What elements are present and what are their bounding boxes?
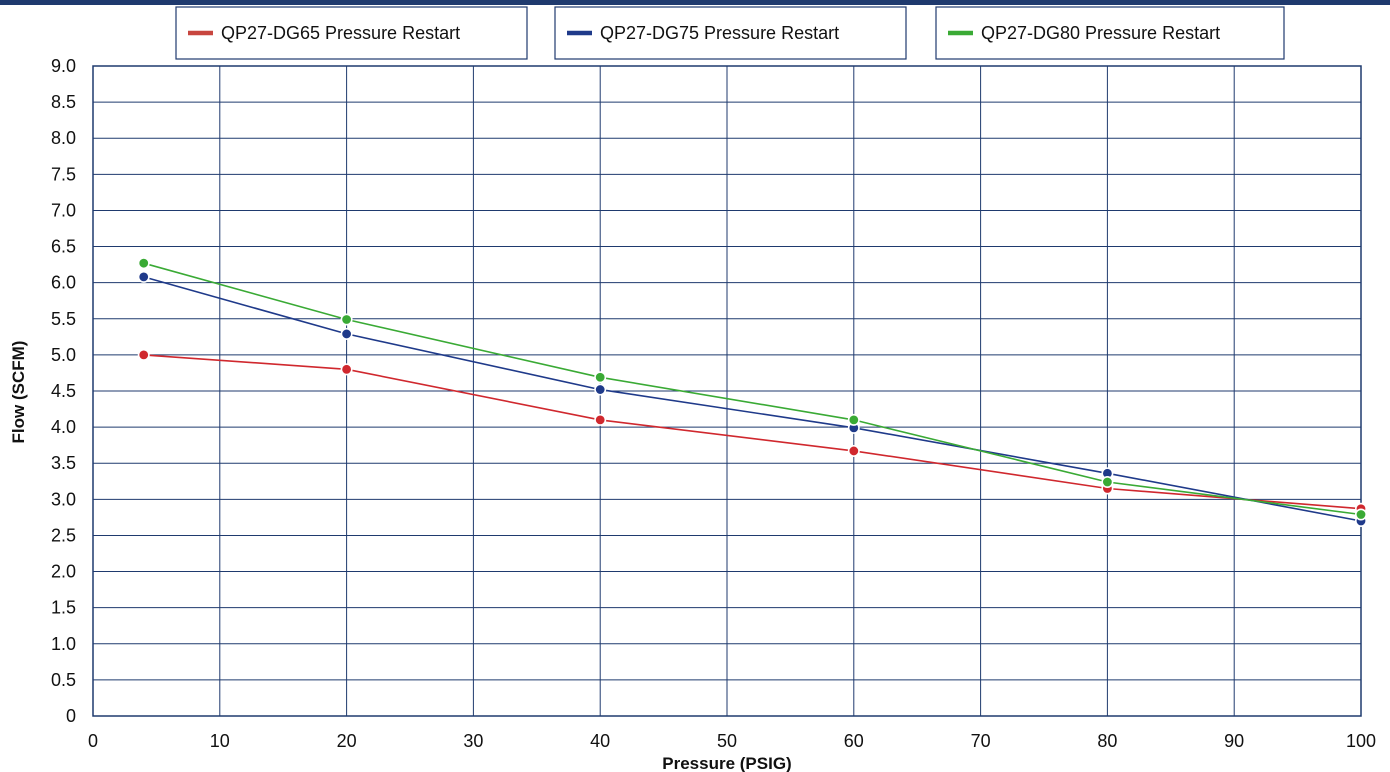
y-tick-label: 3.0 bbox=[51, 489, 76, 509]
x-tick-label: 60 bbox=[844, 731, 864, 751]
legend-box-1 bbox=[175, 6, 528, 60]
x-tick-label: 10 bbox=[210, 731, 230, 751]
y-tick-label: 8.0 bbox=[51, 128, 76, 148]
plot-frame bbox=[92, 65, 1362, 717]
x-axis-title: Pressure (PSIG) bbox=[662, 754, 791, 772]
y-tick-label: 6.0 bbox=[51, 273, 76, 293]
legend-label-3: QP27-DG80 Pressure Restart bbox=[981, 23, 1220, 43]
x-tick-label: 20 bbox=[337, 731, 357, 751]
y-tick-label: 4.5 bbox=[51, 381, 76, 401]
y-tick-label: 2.5 bbox=[51, 525, 76, 545]
series-2-point bbox=[594, 383, 607, 396]
x-tick-label: 70 bbox=[971, 731, 991, 751]
y-axis-title: Flow (SCFM) bbox=[9, 341, 28, 444]
chart-legend: QP27-DG65 Pressure Restart QP27-DG75 Pres… bbox=[175, 6, 1285, 60]
y-tick-label: 7.5 bbox=[51, 164, 76, 184]
x-tick-label: 30 bbox=[463, 731, 483, 751]
series-1-point bbox=[594, 413, 607, 426]
series-3-point bbox=[340, 313, 353, 326]
y-tick-label: 0 bbox=[66, 706, 76, 726]
series-2-point bbox=[137, 270, 150, 283]
y-tick-label: 6.5 bbox=[51, 237, 76, 257]
series-3-point bbox=[847, 413, 860, 426]
x-tick-label: 90 bbox=[1224, 731, 1244, 751]
top-rule bbox=[0, 0, 1390, 5]
y-tick-label: 2.0 bbox=[51, 562, 76, 582]
grid-lines bbox=[92, 65, 1362, 717]
series-line-2 bbox=[143, 276, 1362, 522]
series-3-point bbox=[1355, 508, 1368, 521]
series-line-1 bbox=[143, 354, 1362, 510]
y-tick-label: 3.5 bbox=[51, 453, 76, 473]
series-3-point bbox=[594, 371, 607, 384]
y-axis-ticks: 0 0.5 1.0 1.5 2.0 2.5 3.0 3.5 4.0 4.5 5.0 5.5 6.0 6.5… bbox=[51, 56, 76, 726]
y-tick-label: 7.0 bbox=[51, 200, 76, 220]
series-line-3 bbox=[143, 262, 1362, 516]
x-tick-label: 40 bbox=[590, 731, 610, 751]
legend-box-2 bbox=[554, 6, 907, 60]
y-tick-label: 0.5 bbox=[51, 670, 76, 690]
x-tick-label: 50 bbox=[717, 731, 737, 751]
y-tick-label: 8.5 bbox=[51, 92, 76, 112]
series-2-point bbox=[340, 327, 353, 340]
legend-label-1: QP27-DG65 Pressure Restart bbox=[221, 23, 460, 43]
y-tick-label: 4.0 bbox=[51, 417, 76, 437]
y-tick-label: 5.5 bbox=[51, 309, 76, 329]
legend-box-3 bbox=[935, 6, 1285, 60]
series-1-point bbox=[340, 363, 353, 376]
series-3-point bbox=[1101, 475, 1114, 488]
x-tick-label: 0 bbox=[88, 731, 98, 751]
y-tick-label: 1.0 bbox=[51, 634, 76, 654]
y-tick-label: 1.5 bbox=[51, 598, 76, 618]
series-3-point bbox=[137, 257, 150, 270]
series-1-point bbox=[847, 444, 860, 457]
y-tick-label: 9.0 bbox=[51, 56, 76, 76]
x-tick-label: 100 bbox=[1346, 731, 1376, 751]
series-layer bbox=[137, 257, 1368, 527]
series-1-point bbox=[137, 348, 150, 361]
y-tick-label: 5.0 bbox=[51, 345, 76, 365]
legend-label-2: QP27-DG75 Pressure Restart bbox=[600, 23, 839, 43]
x-axis-ticks: 0 10 20 30 40 50 60 70 80 90 100 bbox=[88, 731, 1376, 751]
x-tick-label: 80 bbox=[1097, 731, 1117, 751]
